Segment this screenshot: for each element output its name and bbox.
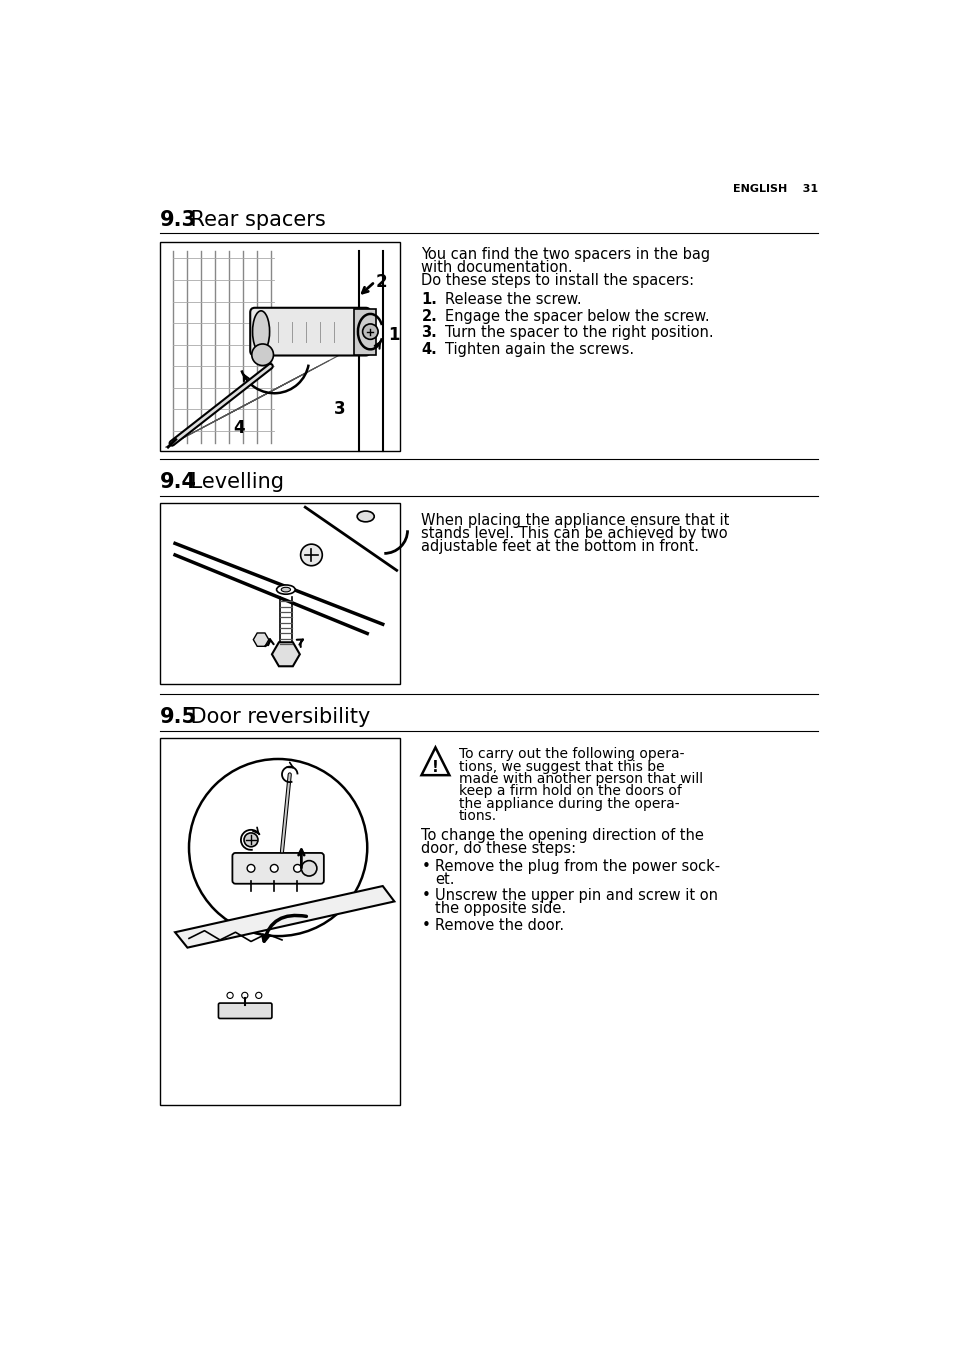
- Text: Rear spacers: Rear spacers: [184, 210, 326, 230]
- Circle shape: [252, 343, 274, 365]
- Text: When placing the appliance ensure that it: When placing the appliance ensure that i…: [421, 512, 729, 527]
- Text: keep a firm hold on the doors of: keep a firm hold on the doors of: [458, 784, 680, 799]
- Text: •: •: [421, 859, 430, 875]
- Text: 2.: 2.: [421, 308, 436, 323]
- Text: !: !: [432, 760, 438, 775]
- Text: •: •: [421, 918, 430, 933]
- Text: et.: et.: [435, 872, 455, 887]
- Text: •: •: [421, 888, 430, 903]
- Circle shape: [227, 992, 233, 999]
- Circle shape: [300, 544, 322, 565]
- Text: the appliance during the opera-: the appliance during the opera-: [458, 796, 679, 811]
- Circle shape: [255, 992, 261, 999]
- Text: Remove the door.: Remove the door.: [435, 918, 564, 933]
- Text: made with another person that will: made with another person that will: [458, 772, 702, 786]
- Text: 9.5: 9.5: [159, 707, 196, 726]
- Text: Do these steps to install the spacers:: Do these steps to install the spacers:: [421, 273, 694, 288]
- Text: 2: 2: [375, 273, 387, 291]
- Circle shape: [362, 324, 377, 339]
- Text: Door reversibility: Door reversibility: [184, 707, 371, 726]
- Text: 9.4: 9.4: [159, 472, 196, 492]
- FancyBboxPatch shape: [233, 853, 323, 884]
- Text: stands level. This can be achieved by two: stands level. This can be achieved by tw…: [421, 526, 727, 541]
- Text: Unscrew the upper pin and screw it on: Unscrew the upper pin and screw it on: [435, 888, 718, 903]
- Circle shape: [301, 861, 316, 876]
- Ellipse shape: [281, 587, 291, 592]
- Bar: [159, 503, 399, 684]
- Text: 3: 3: [334, 400, 346, 418]
- Circle shape: [247, 864, 254, 872]
- Text: 1: 1: [388, 326, 399, 345]
- Text: Engage the spacer below the screw.: Engage the spacer below the screw.: [444, 308, 709, 323]
- Bar: [159, 738, 399, 1106]
- Polygon shape: [174, 886, 394, 948]
- Text: Turn the spacer to the right position.: Turn the spacer to the right position.: [444, 326, 713, 341]
- Text: tions.: tions.: [458, 808, 497, 823]
- Text: Tighten again the screws.: Tighten again the screws.: [444, 342, 633, 357]
- Ellipse shape: [276, 585, 294, 595]
- Text: 4.: 4.: [421, 342, 436, 357]
- Text: Release the screw.: Release the screw.: [444, 292, 580, 307]
- Text: 4: 4: [233, 419, 245, 437]
- Text: Levelling: Levelling: [184, 472, 284, 492]
- Circle shape: [244, 833, 257, 846]
- Text: Remove the plug from the power sock-: Remove the plug from the power sock-: [435, 859, 720, 875]
- Bar: [159, 242, 399, 452]
- Text: with documentation.: with documentation.: [421, 260, 573, 274]
- Circle shape: [241, 992, 248, 999]
- Text: the opposite side.: the opposite side.: [435, 902, 566, 917]
- Text: To change the opening direction of the: To change the opening direction of the: [421, 829, 703, 844]
- Circle shape: [270, 864, 278, 872]
- Text: 9.3: 9.3: [159, 210, 196, 230]
- Text: You can find the two spacers in the bag: You can find the two spacers in the bag: [421, 247, 710, 262]
- FancyBboxPatch shape: [250, 308, 370, 356]
- Text: tions, we suggest that this be: tions, we suggest that this be: [458, 760, 663, 773]
- Text: ENGLISH    31: ENGLISH 31: [733, 184, 818, 195]
- Bar: [354, 308, 375, 354]
- Ellipse shape: [253, 311, 270, 353]
- Text: 1.: 1.: [421, 292, 436, 307]
- Text: To carry out the following opera-: To carry out the following opera-: [458, 748, 683, 761]
- Ellipse shape: [356, 511, 374, 522]
- Text: adjustable feet at the bottom in front.: adjustable feet at the bottom in front.: [421, 538, 699, 554]
- Circle shape: [294, 864, 301, 872]
- Text: 3.: 3.: [421, 326, 436, 341]
- Text: door, do these steps:: door, do these steps:: [421, 841, 576, 856]
- FancyBboxPatch shape: [218, 1003, 272, 1018]
